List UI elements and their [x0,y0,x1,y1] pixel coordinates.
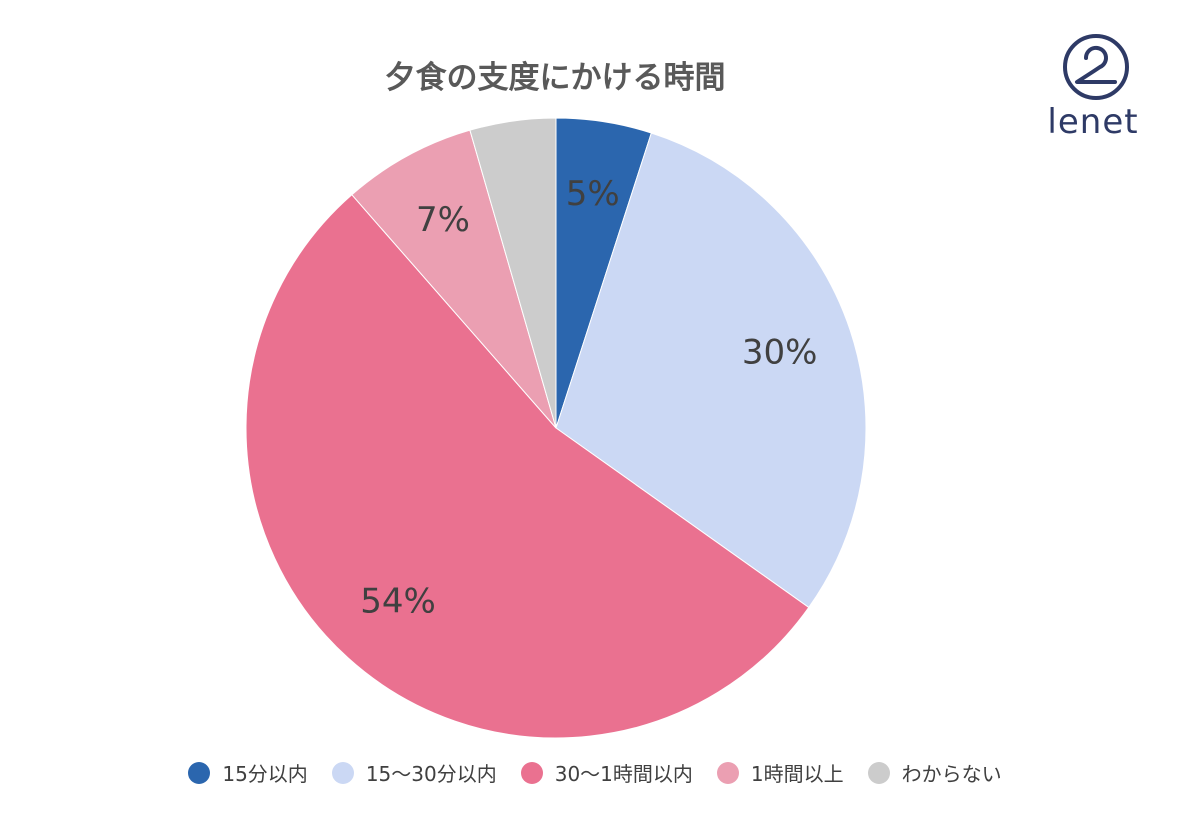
slice-data-label: 7% [416,200,470,240]
legend-swatch [867,761,890,784]
chart-legend: 15分以内 15〜30分以内 30〜1時間以内 1時間以上 わからない [0,758,1190,787]
pie-slice [469,117,557,429]
legend-label: 15〜30分以内 [365,762,497,786]
legend-swatch [716,761,739,784]
legend-item: 15分以内 [188,758,308,787]
slice-data-label: 54% [360,581,436,621]
hanger-logo-icon [1063,34,1129,100]
legend-label: 1時間以上 [750,762,844,786]
lenet-logo: lenet [1028,34,1158,144]
legend-swatch [520,761,543,784]
legend-item: わからない [867,758,1002,787]
pie-slice [245,194,810,739]
legend-label: 15分以内 [222,762,308,786]
pie-slice [351,129,557,429]
logo-text: lenet [1047,102,1139,142]
legend-label: わからない [901,762,1002,786]
legend-swatch [331,761,354,784]
chart-title: 夕食の支度にかける時間 [384,60,726,96]
legend-item: 30〜1時間以内 [520,758,693,787]
legend-item: 1時間以上 [716,758,844,787]
legend-item: 15〜30分以内 [331,758,497,787]
slice-data-label: 30% [742,332,818,372]
legend-swatch [188,761,211,784]
pie-slice [555,132,867,609]
slice-data-label: 5% [566,174,620,214]
legend-label: 30〜1時間以内 [554,762,693,786]
